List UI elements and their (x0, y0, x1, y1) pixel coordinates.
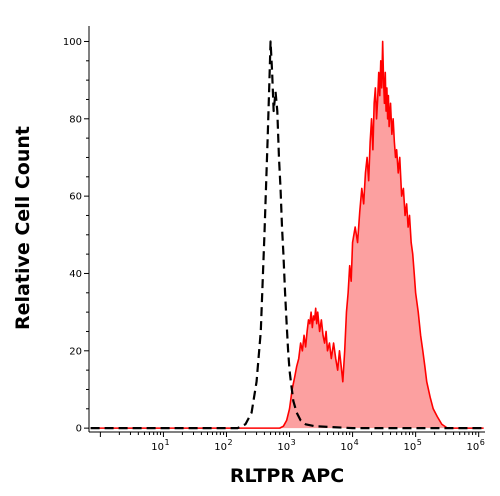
y-tick-label: 80 (69, 114, 82, 125)
axis-layer (84, 26, 485, 437)
y-axis-title: Relative Cell Count (12, 126, 34, 330)
y-tick-label: 20 (69, 346, 82, 357)
series-line-filled (90, 40, 484, 429)
y-tick-label: 60 (69, 192, 82, 203)
series-layer (90, 40, 484, 430)
y-tick-label: 40 (69, 269, 82, 280)
series-line-dashed (90, 40, 484, 430)
y-tick-label: 0 (76, 424, 82, 435)
x-tick-label: 101 (151, 438, 169, 453)
x-tick-label: 104 (340, 438, 358, 453)
x-tick-label: 106 (467, 438, 485, 453)
x-axis-title: RLTPR APC (230, 465, 344, 487)
series-area-fill (90, 41, 484, 429)
x-tick-label: 102 (214, 438, 232, 453)
x-tick-label: 105 (403, 438, 421, 453)
y-tick-label: 100 (63, 37, 82, 48)
x-tick-label: 103 (277, 438, 295, 453)
